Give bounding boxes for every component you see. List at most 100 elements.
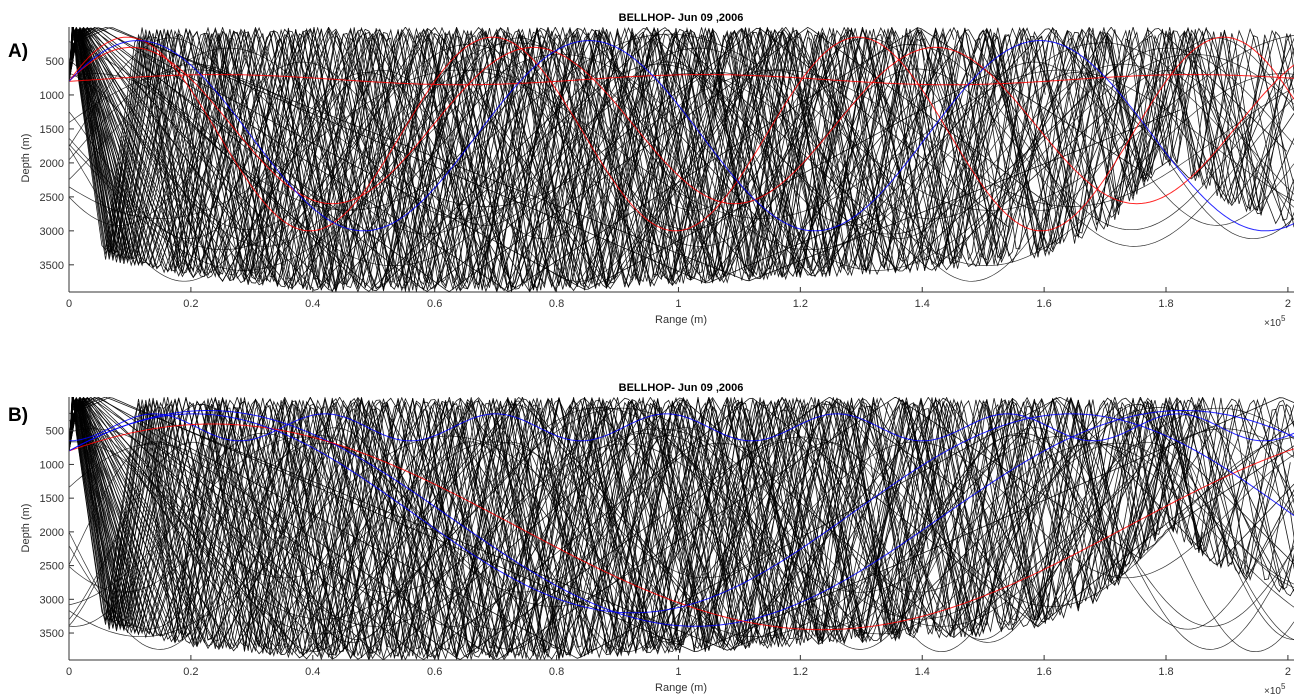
panel-b-y-tick-label: 500: [46, 426, 64, 438]
panel-b-x-tick-label: 0: [66, 666, 72, 678]
panel-b-refracted-black-ray: [69, 441, 1294, 652]
panel-a-x-exponent-base: ×10: [1264, 318, 1281, 329]
panel-a-bottom-bounce-ray: [69, 27, 841, 288]
panel-a-bottom-bounce-ray: [69, 27, 893, 292]
panel-a-bottom-bounce-ray: [69, 27, 838, 289]
panel-a: A) 0 0.2 0.4 0.6 0.8 1 1.2 1.4 1.6 1.8 2 500 1000 150…: [0, 0, 1304, 340]
panel-a-x-tick-label: 1.6: [1036, 298, 1051, 310]
panel-a-rays: [69, 27, 1294, 292]
panel-a-y-tick-label: 1500: [40, 124, 64, 136]
panel-b-refracted-ray-2: [69, 423, 1294, 631]
panel-b-y-tick-label: 3500: [40, 628, 64, 640]
panel-b-refracted-black-ray: [69, 441, 1294, 643]
panel-b-bottom-bounce-ray: [69, 397, 856, 652]
panel-a-bottom-bounce-ray: [69, 27, 1294, 292]
panel-a-y-tick-label: 2500: [40, 192, 64, 204]
panel-a-x-tick-label: 0: [66, 298, 72, 310]
panel-a-refracted-black-ray: [69, 61, 1294, 226]
panel-b-axes: 0 0.2 0.4 0.6 0.8 1 1.2 1.4 1.6 1.8 25001000150020…: [40, 397, 1294, 678]
panel-a-bottom-bounce-ray: [69, 27, 1258, 292]
panel-a-bottom-bounce-ray: [69, 27, 1240, 290]
panel-b-refracted-ray-0: [69, 413, 1294, 442]
panel-a-bottom-bounce-ray: [69, 27, 1266, 291]
panel-b-refracted-black-ray: [69, 443, 1294, 593]
panel-b-bottom-bounce-ray: [69, 397, 1294, 658]
panel-b-bottom-bounce-ray: [69, 397, 1203, 658]
panel-a-bottom-bounce-ray: [69, 28, 1079, 292]
panel-b-bottom-bounce-ray: [69, 397, 1181, 659]
panel-a-x-exponent: ×105: [1264, 314, 1286, 329]
panel-a-refracted-black-ray: [69, 73, 1294, 267]
panel-b-x-tick-label: 0.8: [549, 666, 564, 678]
panel-b-x-tick-label: 0.4: [305, 666, 320, 678]
panel-b-refracted-black-ray: [69, 407, 1294, 620]
panel-a-ray-plot: 0 0.2 0.4 0.6 0.8 1 1.2 1.4 1.6 1.8 25001000150020…: [20, 12, 1294, 329]
panel-a-x-exponent-power: 5: [1281, 314, 1286, 323]
panel-a-x-tick-label: 2: [1285, 298, 1291, 310]
panel-b-letter: B): [8, 405, 29, 426]
panel-a-x-tick-label: 1.4: [915, 298, 930, 310]
panel-a-bottom-bounce-ray: [69, 27, 1294, 292]
panel-a-refracted-black-ray: [69, 72, 1294, 240]
panel-b-x-tick-label: 1.4: [915, 666, 930, 678]
panel-b-refracted-black-ray: [69, 404, 1294, 640]
panel-b-refracted-black-ray: [69, 432, 1294, 627]
panel-b-refracted-black-ray: [69, 435, 1294, 638]
panel-b-x-tick-label: 0.6: [427, 666, 442, 678]
panel-b-refracted-black-ray: [69, 435, 1294, 630]
panel-a-bottom-bounce-ray: [69, 27, 1017, 292]
panel-a-refracted-black-ray: [69, 53, 1294, 271]
panel-a-bottom-bounce-ray: [69, 27, 896, 290]
panel-a-bottom-bounce-ray: [69, 28, 860, 292]
panel-a-x-tick-label: 0.6: [427, 298, 442, 310]
panel-b-x-tick-label: 0.2: [183, 666, 198, 678]
panel-b-title: BELLHOP- Jun 09 ,2006: [619, 382, 744, 394]
panel-a-refracted-ray-1: [69, 46, 1294, 205]
panel-b-x-exponent-base: ×10: [1264, 686, 1281, 697]
panel-a-refracted-black-ray: [69, 47, 1294, 220]
panel-a-bottom-bounce-ray: [69, 27, 1294, 292]
panel-a-refracted-black-ray: [69, 37, 1294, 211]
panel-b-y-tick-label: 3000: [40, 594, 64, 606]
panel-a-refracted-black-ray: [69, 69, 1294, 282]
panel-a-refracted-black-ray: [69, 68, 1294, 247]
panel-b-xlabel: Range (m): [655, 682, 707, 694]
panel-a-x-tick-label: 1.8: [1158, 298, 1173, 310]
panel-a-y-tick-label: 2000: [40, 158, 64, 170]
panel-a-x-tick-label: 1.2: [793, 298, 808, 310]
panel-a-refracted-black-ray: [69, 33, 1294, 211]
panel-b-bottom-bounce-ray: [69, 397, 1050, 657]
panel-b-bottom-bounce-ray: [69, 397, 999, 654]
panel-b-bottom-bounce-ray: [69, 397, 1294, 658]
panel-a-x-tick-label: 0.2: [183, 298, 198, 310]
panel-b: B) 0 0.2 0.4 0.6 0.8 1 1.2 1.4 1.6 1.8 2 500 1000 150…: [0, 370, 1304, 697]
panel-a-y-tick-label: 3000: [40, 226, 64, 238]
panel-a-refracted-black-ray: [69, 44, 1294, 231]
panel-b-bottom-bounce-ray: [69, 398, 1061, 660]
panel-a-title: BELLHOP- Jun 09 ,2006: [619, 12, 744, 24]
panel-b-y-tick-label: 1500: [40, 493, 64, 505]
panel-b-x-tick-label: 1: [675, 666, 681, 678]
panel-a-x-tick-label: 0.4: [305, 298, 320, 310]
panel-b-bottom-bounce-ray: [69, 397, 922, 660]
panel-b-y-tick-label: 1000: [40, 459, 64, 471]
panel-a-xlabel: Range (m): [655, 314, 707, 326]
panel-a-refracted-ray-3: [69, 40, 1294, 232]
panel-a-bottom-bounce-ray: [69, 27, 1181, 289]
panel-b-bottom-bounce-ray: [69, 397, 947, 659]
panel-b-ray-plot: 0 0.2 0.4 0.6 0.8 1 1.2 1.4 1.6 1.8 25001000150020…: [20, 382, 1294, 697]
panel-b-bottom-bounce-ray: [69, 397, 1167, 659]
panel-b-bottom-bounce-ray: [69, 397, 1116, 656]
panel-a-y-tick-label: 1000: [40, 90, 64, 102]
panel-a-y-tick-label: 3500: [40, 260, 64, 272]
panel-b-bottom-bounce-ray: [69, 397, 849, 657]
panel-b-refracted-black-ray: [69, 427, 1294, 650]
panel-a-refracted-ray-2: [69, 36, 1294, 232]
panel-a-x-tick-label: 0.8: [549, 298, 564, 310]
panel-a-ylabel: Depth (m): [20, 134, 32, 183]
panel-b-refracted-black-ray: [69, 442, 1294, 593]
panel-b-bottom-bounce-ray: [69, 397, 867, 660]
panel-b-bottom-bounce-ray: [69, 397, 1294, 658]
panel-a-bottom-bounce-ray: [69, 27, 1053, 292]
panel-b-x-exponent: ×105: [1264, 682, 1286, 697]
